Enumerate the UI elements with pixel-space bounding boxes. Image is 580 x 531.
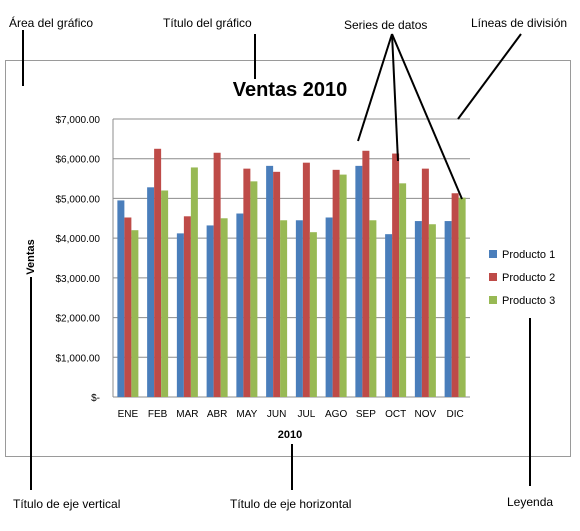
- callout-line: [391, 33, 399, 162]
- bar-producto-1-sep: [355, 165, 363, 397]
- bar-producto-1-jul: [295, 220, 303, 397]
- bar-producto-3-jun: [280, 220, 288, 397]
- y-tick-label: $4,000.00: [56, 234, 101, 245]
- x-tick-label: OCT: [385, 409, 406, 420]
- bar-producto-1-ago: [325, 217, 333, 397]
- x-tick-label: MAR: [176, 409, 198, 420]
- bar-producto-3-sep: [369, 220, 377, 397]
- bar-producto-2-abr: [213, 152, 221, 397]
- bar-producto-2-ago: [332, 169, 340, 397]
- chart-title: Ventas 2010: [233, 79, 348, 101]
- bar-producto-3-mar: [190, 167, 198, 397]
- y-tick-label: $7,000.00: [56, 115, 101, 126]
- bar-producto-2-jun: [273, 171, 281, 397]
- bar-producto-2-ene: [124, 217, 132, 397]
- x-tick-label: JUN: [267, 409, 286, 420]
- legend-entry: Producto 2: [502, 272, 555, 284]
- x-tick-label: FEB: [148, 409, 168, 420]
- bar-producto-1-feb: [147, 187, 155, 397]
- y-tick-label: $-: [91, 393, 100, 404]
- bar-producto-1-mar: [176, 233, 184, 397]
- x-tick-label: ENE: [118, 409, 139, 420]
- y-tick-label: $5,000.00: [56, 194, 101, 205]
- y-tick-label: $6,000.00: [56, 155, 101, 166]
- bar-producto-2-oct: [392, 153, 400, 397]
- bar-producto-2-jul: [302, 162, 310, 397]
- bar-producto-1-ene: [117, 200, 125, 397]
- x-axis-title: 2010: [278, 429, 302, 441]
- bar-producto-1-oct: [385, 234, 393, 397]
- annotation-data-series: Series de datos: [344, 18, 428, 32]
- y-tick-label: $1,000.00: [56, 353, 101, 364]
- x-tick-label: JUL: [297, 409, 315, 420]
- bar-producto-3-oct: [399, 183, 407, 397]
- bar-producto-2-feb: [154, 148, 162, 397]
- bar-producto-3-feb: [161, 190, 169, 397]
- callout-line: [457, 33, 522, 120]
- bar-producto-2-may: [243, 168, 251, 397]
- x-tick-label: NOV: [415, 409, 437, 420]
- legend-entry: Producto 1: [502, 249, 555, 261]
- y-tick-label: $3,000.00: [56, 274, 101, 285]
- annotation-chart-title: Título del gráfico: [163, 16, 252, 30]
- bar-producto-1-abr: [206, 225, 214, 397]
- x-tick-label: DIC: [447, 409, 464, 420]
- bar-producto-1-jun: [266, 165, 274, 397]
- x-tick-label: SEP: [356, 409, 376, 420]
- legend-swatch: [489, 273, 497, 281]
- bar-producto-2-dic: [451, 193, 459, 397]
- y-axis-title: Ventas: [25, 239, 37, 274]
- bar-producto-2-mar: [183, 216, 191, 397]
- callout-line: [391, 33, 463, 200]
- bar-producto-2-sep: [362, 150, 370, 397]
- callout-line: [357, 33, 393, 142]
- annotation-vertical-axis-title: Título de eje vertical: [13, 497, 121, 511]
- legend-entry: Producto 3: [502, 295, 555, 307]
- bar-producto-3-ago: [339, 174, 347, 397]
- bar-producto-1-nov: [414, 221, 422, 397]
- x-tick-label: MAY: [236, 409, 257, 420]
- annotation-gridlines: Líneas de división: [471, 16, 568, 30]
- bar-producto-3-abr: [220, 218, 228, 397]
- y-tick-label: $2,000.00: [56, 314, 101, 325]
- bar-producto-2-nov: [421, 168, 429, 397]
- chart-area: [5, 60, 571, 457]
- annotation-legend: Leyenda: [507, 495, 554, 509]
- bar-producto-3-dic: [458, 197, 466, 397]
- bar-producto-3-ene: [131, 230, 139, 397]
- x-tick-label: AGO: [325, 409, 347, 420]
- annotation-chart-area: Área del gráfico: [9, 16, 94, 30]
- x-tick-label: ABR: [207, 409, 228, 420]
- bar-producto-1-may: [236, 213, 244, 397]
- bar-producto-3-nov: [428, 224, 436, 397]
- annotation-horizontal-axis-title: Título de eje horizontal: [230, 497, 352, 511]
- legend-swatch: [489, 296, 497, 304]
- bar-producto-1-dic: [444, 221, 452, 397]
- bar-producto-3-jul: [309, 232, 317, 397]
- bar-producto-3-may: [250, 181, 258, 397]
- legend-swatch: [489, 250, 497, 258]
